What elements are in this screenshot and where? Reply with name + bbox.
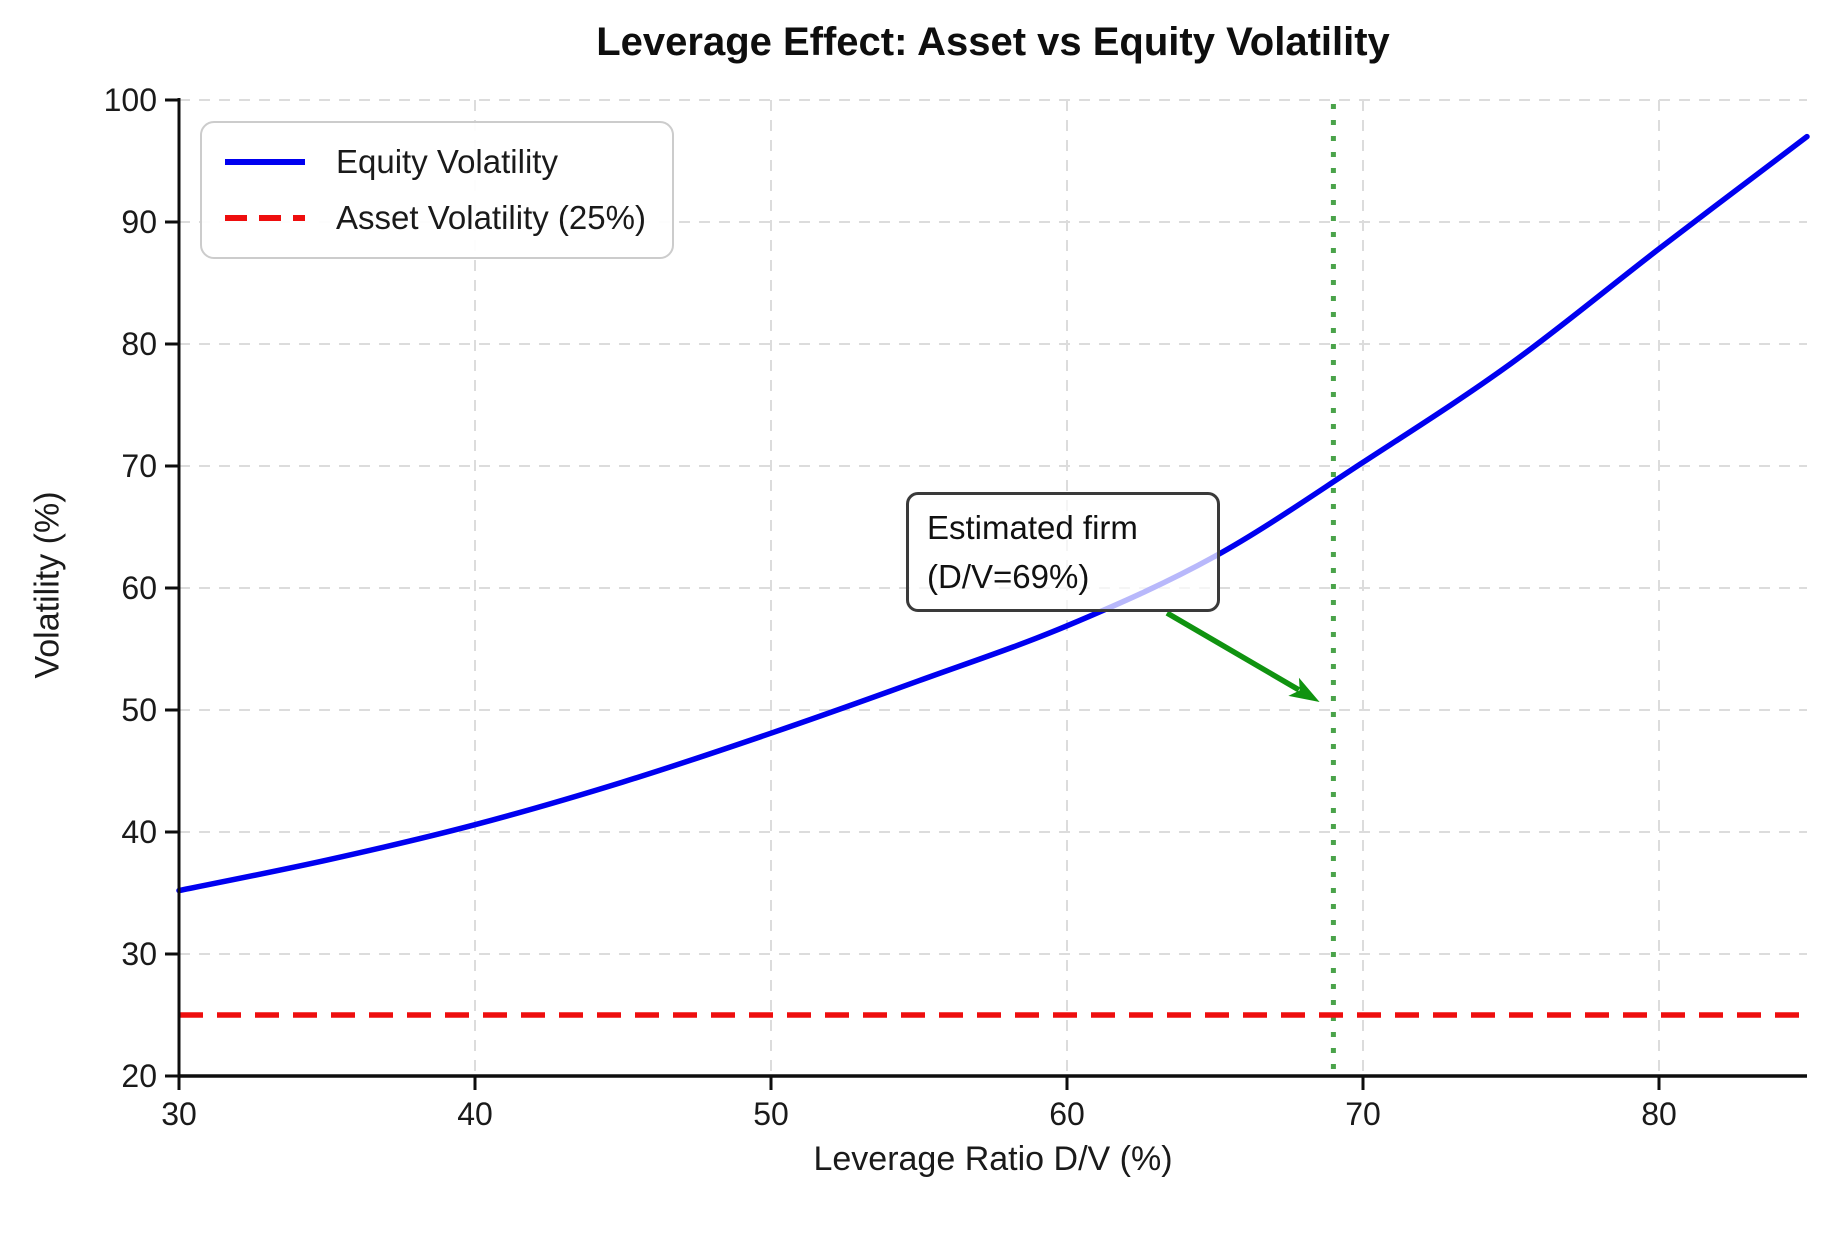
legend-label-asset: Asset Volatility (25%) [336, 199, 646, 236]
legend-item-asset-volatility: Asset Volatility (25%) [224, 199, 646, 237]
y-tick-label: 100 [103, 82, 157, 118]
x-axis-label: Leverage Ratio D/V (%) [813, 1140, 1173, 1178]
dashed-line-swatch-icon [225, 215, 305, 221]
y-tick-label: 50 [121, 692, 157, 728]
legend-item-equity-volatility: Equity Volatility [224, 143, 646, 181]
x-tick-label: 60 [1049, 1096, 1085, 1132]
annotation-box: Estimated firm (D/V=69%) [906, 492, 1220, 612]
y-tick-label: 20 [121, 1058, 157, 1094]
x-tick-label: 70 [1345, 1096, 1381, 1132]
x-tick-label: 30 [161, 1096, 197, 1132]
annotation-arrow-shaft [1165, 610, 1301, 693]
x-tick-label: 40 [457, 1096, 493, 1132]
equity-volatility-curve [176, 133, 1810, 894]
y-tick-label: 30 [121, 936, 157, 972]
legend: Equity Volatility Asset Volatility (25%) [200, 121, 674, 259]
legend-label-equity: Equity Volatility [336, 143, 558, 180]
solid-line-swatch-icon [225, 159, 305, 165]
y-tick-label: 40 [121, 814, 157, 850]
y-tick-label: 70 [121, 448, 157, 484]
y-tick-label: 60 [121, 570, 157, 606]
x-tick-label: 50 [753, 1096, 789, 1132]
chart-title: Leverage Effect: Asset vs Equity Volatil… [596, 20, 1390, 64]
annotation-arrow-head-icon [1288, 677, 1320, 702]
annotation-line-2: (D/V=69%) [927, 558, 1090, 595]
x-tick-label: 80 [1641, 1096, 1677, 1132]
y-tick-label: 90 [121, 204, 157, 240]
y-tick-label: 80 [121, 326, 157, 362]
annotation-line-1: Estimated firm [927, 509, 1138, 546]
